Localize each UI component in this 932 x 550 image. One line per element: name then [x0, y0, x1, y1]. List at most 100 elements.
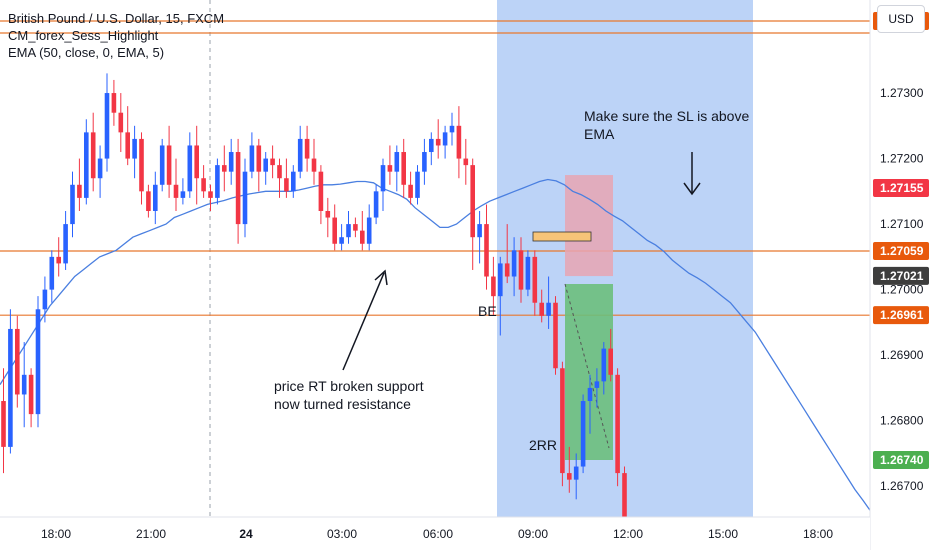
candle[interactable] — [573, 453, 579, 500]
candle[interactable] — [291, 165, 296, 198]
ema-line[interactable] — [0, 178, 873, 513]
candle[interactable] — [311, 138, 317, 185]
candle[interactable] — [208, 184, 213, 211]
candle[interactable] — [263, 152, 268, 185]
candle[interactable] — [125, 106, 130, 166]
candle[interactable] — [15, 315, 20, 408]
candle[interactable] — [401, 138, 406, 198]
candle[interactable] — [387, 145, 393, 185]
candle[interactable] — [304, 125, 310, 172]
candle[interactable] — [360, 210, 365, 251]
candle[interactable] — [470, 158, 475, 270]
candle[interactable] — [560, 361, 565, 487]
candle[interactable] — [242, 158, 248, 238]
price-label-level[interactable]: 1.26961 — [873, 306, 929, 325]
candle[interactable] — [580, 394, 586, 474]
candle[interactable] — [173, 158, 179, 211]
indicator-ema[interactable]: EMA (50, close, 0, EMA, 5) — [8, 45, 165, 60]
candle[interactable] — [194, 125, 199, 205]
candle[interactable] — [325, 197, 331, 238]
candle[interactable] — [518, 237, 524, 303]
candle[interactable] — [553, 296, 558, 375]
candle[interactable] — [539, 289, 544, 323]
candle[interactable] — [532, 250, 538, 316]
candle[interactable] — [235, 138, 241, 244]
candle[interactable] — [422, 138, 427, 185]
candle[interactable] — [525, 250, 531, 297]
candle[interactable] — [187, 132, 193, 198]
candle[interactable] — [284, 158, 289, 198]
candle[interactable] — [463, 138, 469, 185]
candle[interactable] — [615, 368, 620, 487]
candle[interactable] — [318, 165, 324, 225]
candle[interactable] — [215, 158, 220, 205]
candle[interactable] — [180, 178, 186, 205]
candle[interactable] — [118, 93, 124, 153]
price-label-level[interactable]: 1.27059 — [873, 241, 929, 260]
symbol-title[interactable]: British Pound / U.S. Dollar, 15, FXCM — [8, 11, 225, 26]
indicator-session-highlight[interactable]: CM_forex_Sess_Highlight — [8, 28, 159, 43]
candle[interactable] — [63, 210, 68, 270]
candle[interactable] — [498, 256, 503, 336]
candle[interactable] — [380, 158, 386, 211]
candle[interactable] — [484, 204, 489, 290]
entry-marker[interactable] — [532, 231, 592, 242]
candle[interactable] — [491, 256, 496, 316]
candle[interactable] — [601, 342, 607, 395]
candle[interactable] — [146, 184, 151, 218]
candle[interactable] — [587, 374, 593, 434]
candle[interactable] — [429, 132, 434, 166]
candle[interactable] — [104, 73, 110, 172]
candle[interactable] — [153, 171, 158, 225]
candle[interactable] — [449, 112, 455, 146]
candle[interactable] — [49, 250, 55, 303]
candle[interactable] — [546, 276, 551, 329]
candle[interactable] — [166, 125, 172, 198]
candle[interactable] — [408, 171, 413, 205]
price-label-stop[interactable]: 1.27155 — [873, 179, 929, 198]
candle[interactable] — [8, 309, 13, 454]
candle[interactable] — [111, 79, 117, 126]
candle[interactable] — [608, 328, 613, 382]
candle[interactable] — [21, 342, 27, 428]
candle[interactable] — [456, 106, 462, 179]
candle[interactable] — [77, 158, 82, 211]
candle[interactable] — [159, 138, 165, 192]
candle[interactable] — [511, 237, 517, 297]
candle[interactable] — [415, 165, 420, 205]
candle[interactable] — [353, 217, 358, 238]
candle[interactable] — [256, 138, 262, 192]
candle[interactable] — [228, 138, 234, 185]
candle[interactable] — [277, 158, 282, 198]
price-label-target[interactable]: 1.26740 — [873, 450, 929, 469]
candle[interactable] — [97, 145, 103, 198]
candle[interactable] — [366, 204, 372, 251]
candle[interactable] — [373, 184, 379, 225]
candle[interactable] — [201, 165, 206, 198]
candle[interactable] — [56, 237, 61, 277]
candle[interactable] — [622, 466, 627, 526]
candle[interactable] — [132, 125, 137, 179]
candle[interactable] — [504, 224, 510, 284]
candle[interactable] — [249, 132, 255, 179]
candle[interactable] — [394, 145, 400, 192]
candle[interactable] — [1, 368, 6, 474]
currency-button[interactable]: USD — [877, 5, 925, 33]
candle[interactable] — [339, 224, 344, 251]
candle[interactable] — [35, 296, 41, 428]
time-axis[interactable] — [0, 517, 870, 550]
candle[interactable] — [442, 125, 448, 159]
candle[interactable] — [435, 119, 441, 159]
candle[interactable] — [594, 368, 600, 408]
candle[interactable] — [84, 119, 89, 205]
candle[interactable] — [297, 125, 303, 179]
price-label-current[interactable]: 1.27021 — [873, 266, 929, 285]
candle[interactable] — [139, 132, 144, 205]
candle[interactable] — [42, 276, 48, 323]
candle[interactable] — [270, 145, 275, 179]
candle[interactable] — [90, 112, 96, 192]
candle[interactable] — [28, 368, 34, 428]
candle[interactable] — [346, 210, 351, 244]
